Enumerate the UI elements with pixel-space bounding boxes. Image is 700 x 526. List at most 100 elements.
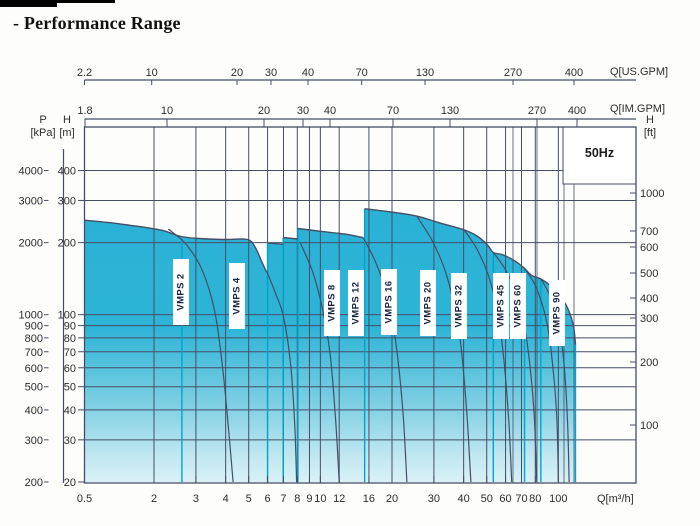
pump-label-box xyxy=(381,269,397,335)
h-ft-tick-label: 700 xyxy=(640,226,658,238)
axis-head-h-ft-unit: [ft] xyxy=(643,127,657,139)
m3h-tick-label: 0.5 xyxy=(77,493,92,505)
us-gpm-tick-label: 2.2 xyxy=(77,67,92,79)
plot-frame xyxy=(83,126,637,484)
h-m-tick-label: 70 xyxy=(64,347,76,359)
envelope-top-boundary xyxy=(297,227,364,239)
h-m-tick-label: 90 xyxy=(64,321,76,333)
pump-range-label: VMPS 8 xyxy=(324,270,340,336)
pump-label-box xyxy=(324,270,340,336)
pump-label-text: VMPS 16 xyxy=(384,281,395,324)
axis-head-kpa: P [kPa] xyxy=(24,114,62,140)
kpa-tick-label: 400 xyxy=(25,405,43,417)
kpa-tick-label: 2000 xyxy=(19,238,43,250)
m3h-tick-label: 8 xyxy=(294,493,300,505)
pump-range-label: VMPS 45 xyxy=(493,273,509,339)
envelope-top-boundary xyxy=(84,219,268,273)
m3h-tick-label: 50 xyxy=(481,493,493,505)
us-gpm-tick-label: 270 xyxy=(504,67,522,79)
h-m-tick-label: 80 xyxy=(64,333,76,345)
pump-range-label: VMPS 2 xyxy=(173,259,189,325)
m3h-tick-label: 16 xyxy=(363,493,375,505)
m3h-tick-label: 40 xyxy=(458,493,470,505)
us-gpm-tick-label: 40 xyxy=(302,67,314,79)
m3h-tick-label: 70 xyxy=(515,493,527,505)
h-m-tick-label: 50 xyxy=(64,382,76,394)
kpa-tick-label: 4000 xyxy=(19,166,43,178)
envelope-top-boundary xyxy=(267,242,284,245)
h-ft-tick-label: 500 xyxy=(640,268,658,280)
h-ft-tick-label: 400 xyxy=(640,293,658,305)
h-m-tick-label: 400 xyxy=(58,166,76,178)
us-gpm-tick-label: 20 xyxy=(231,67,243,79)
kpa-tick-label: 600 xyxy=(25,363,43,375)
pump-label-text: VMPS 90 xyxy=(552,292,563,335)
pump-label-box xyxy=(549,280,565,346)
im-gpm-tick-label: 40 xyxy=(324,105,336,117)
im-gpm-tick-label: 1.8 xyxy=(77,105,92,117)
h-m-tick-label: 20 xyxy=(64,477,76,489)
pump-range-label: VMPS 4 xyxy=(229,263,245,329)
axis-head-kpa-symbol: P xyxy=(39,114,47,126)
h-m-tick-label: 200 xyxy=(58,238,76,250)
im-gpm-tick-label: 10 xyxy=(161,105,173,117)
pump-range-label: VMPS 60 xyxy=(510,273,526,339)
h-ft-tick-label: 100 xyxy=(640,420,658,432)
kpa-tick-label: 900 xyxy=(25,321,43,333)
pump-range-label: VMPS 12 xyxy=(348,270,364,336)
kpa-tick-label: 800 xyxy=(25,333,43,345)
pump-boundary-curve xyxy=(524,268,559,483)
axis-unit-im-gpm: Q[IM.GPM] xyxy=(610,103,665,115)
pump-boundary-curve xyxy=(168,228,234,483)
h-ft-tick-label: 300 xyxy=(640,313,658,325)
m3h-tick-label: 20 xyxy=(386,493,398,505)
m3h-tick-label: 7 xyxy=(280,493,286,505)
us-gpm-tick-label: 30 xyxy=(265,67,277,79)
kpa-tick-label: 500 xyxy=(25,382,43,394)
m3h-tick-label: 6 xyxy=(264,493,270,505)
h-m-tick-label: 60 xyxy=(64,363,76,375)
pump-range-label: VMPS 20 xyxy=(420,270,436,336)
pump-range-label: VMPS 90 xyxy=(549,280,565,346)
pump-label-box xyxy=(173,259,189,325)
us-gpm-tick-label: 400 xyxy=(565,67,583,79)
pump-label-text: VMPS 45 xyxy=(496,284,507,327)
axis-head-kpa-unit: [kPa] xyxy=(30,127,56,139)
m3h-tick-label: 30 xyxy=(428,493,440,505)
h-m-tick-label: 30 xyxy=(64,435,76,447)
h-m-tick-label: 40 xyxy=(64,405,76,417)
kpa-tick-label: 1000 xyxy=(19,310,43,322)
h-ft-tick-label: 600 xyxy=(640,242,658,254)
page-title: - Performance Range xyxy=(13,13,181,33)
im-gpm-tick-label: 270 xyxy=(528,105,546,117)
kpa-tick-label: 200 xyxy=(25,477,43,489)
m3h-tick-label: 10 xyxy=(314,493,326,505)
im-gpm-tick-label: 70 xyxy=(387,105,399,117)
im-gpm-tick-label: 130 xyxy=(441,105,459,117)
im-gpm-tick-label: 400 xyxy=(568,105,586,117)
axis-unit-m3h: Q[m³/h] xyxy=(597,493,634,505)
pump-label-text: VMPS 2 xyxy=(176,273,187,310)
pump-label-box xyxy=(229,263,245,329)
pump-label-box xyxy=(348,270,364,336)
axis-head-h-m-unit: [m] xyxy=(59,127,75,139)
im-gpm-tick-label: 20 xyxy=(258,105,270,117)
m3h-tick-label: 80 xyxy=(529,493,541,505)
im-gpm-tick-label: 30 xyxy=(297,105,309,117)
pump-label-box xyxy=(493,273,509,339)
pump-range-label: VMPS 32 xyxy=(451,273,467,339)
pump-label-text: VMPS 4 xyxy=(232,277,243,315)
m3h-tick-label: 60 xyxy=(499,493,511,505)
axis-head-h-m-symbol: H xyxy=(63,114,71,126)
pump-label-text: VMPS 8 xyxy=(327,284,338,321)
kpa-tick-label: 700 xyxy=(25,347,43,359)
axis-unit-us-gpm: Q[US.GPM] xyxy=(610,66,669,78)
us-gpm-tick-label: 130 xyxy=(416,67,434,79)
pump-label-box xyxy=(451,273,467,339)
m3h-tick-label: 2 xyxy=(151,493,157,505)
axis-head-h-m: H [m] xyxy=(52,114,82,140)
pump-range-label: VMPS 16 xyxy=(381,269,397,335)
h-ft-tick-label: 1000 xyxy=(640,188,664,200)
